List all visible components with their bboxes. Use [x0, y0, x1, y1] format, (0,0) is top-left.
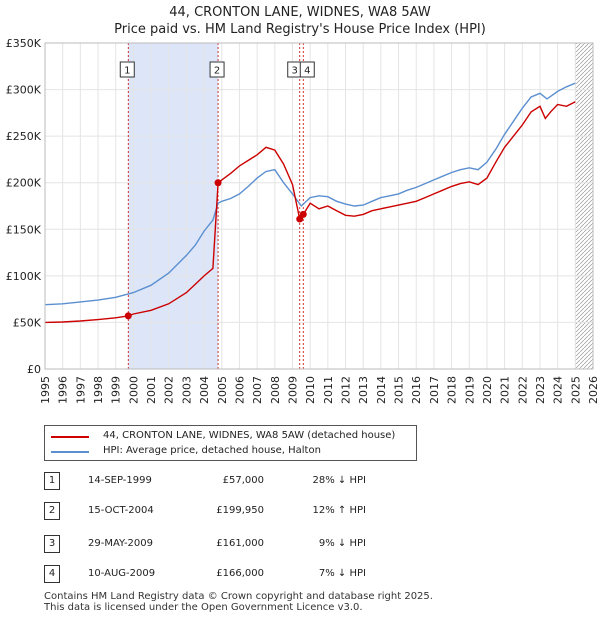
y-tick-label: £350K	[6, 37, 42, 50]
x-tick-label: 2010	[304, 376, 317, 404]
sale-row: 4 10-AUG-2009 £166,000 7% ↓ HPI	[44, 565, 464, 583]
x-tick-label: 2007	[251, 376, 264, 404]
x-tick-label: 2013	[357, 376, 370, 404]
plot-area	[45, 43, 593, 369]
chart-title: 44, CRONTON LANE, WIDNES, WA8 5AW	[169, 5, 431, 20]
x-tick-label: 2023	[534, 376, 547, 404]
x-tick-label: 2025	[569, 376, 582, 404]
y-tick-label: £250K	[6, 130, 42, 143]
y-tick-label: £200K	[6, 177, 42, 190]
chart-subtitle: Price paid vs. HM Land Registry's House …	[114, 22, 486, 37]
x-tick-label: 2011	[322, 376, 335, 404]
x-tick-label: 1995	[39, 376, 52, 404]
sale-point	[299, 210, 307, 218]
x-tick-label: 2000	[127, 376, 140, 404]
legend-swatch-hpi	[51, 451, 89, 453]
sale-price: £199,950	[216, 505, 264, 516]
shaded-range	[128, 43, 219, 369]
sale-marker-label: 1	[44, 472, 60, 490]
sale-marker-label: 4	[44, 565, 60, 583]
y-tick-label: £300K	[6, 84, 42, 97]
y-tick-label: £50K	[13, 316, 42, 329]
x-tick-label: 2021	[499, 376, 512, 404]
x-tick-label: 2019	[463, 376, 476, 404]
sale-point	[124, 312, 132, 320]
x-tick-label: 2016	[410, 376, 423, 404]
x-tick-label: 2006	[233, 376, 246, 404]
x-tick-label: 2012	[340, 376, 353, 404]
sale-price: £166,000	[216, 568, 264, 579]
x-tick-label: 2015	[393, 376, 406, 404]
forecast-hatch	[575, 43, 593, 369]
sale-hpi-diff: 9% ↓ HPI	[318, 538, 366, 549]
x-tick-label: 1997	[74, 376, 87, 404]
legend-label-property: 44, CRONTON LANE, WIDNES, WA8 5AW (detac…	[103, 430, 396, 441]
sale-date: 29-MAY-2009	[88, 538, 154, 549]
chart-legend: 44, CRONTON LANE, WIDNES, WA8 5AW (detac…	[44, 425, 417, 461]
x-tick-label: 1998	[92, 376, 105, 404]
x-tick-label: 2008	[269, 376, 282, 404]
series-line-hpi	[44, 82, 576, 306]
attribution-line-2: This data is licensed under the Open Gov…	[44, 602, 363, 613]
y-tick-label: £150K	[6, 223, 42, 236]
sale-date: 14-SEP-1999	[88, 475, 152, 486]
sale-row: 1 14-SEP-1999 £57,000 28% ↓ HPI	[44, 472, 464, 490]
sale-hpi-diff: 12% ↑ HPI	[312, 505, 366, 516]
legend-swatch-property	[51, 436, 89, 438]
series-line-property	[44, 101, 576, 324]
sale-date: 10-AUG-2009	[88, 568, 156, 579]
sale-row: 3 29-MAY-2009 £161,000 9% ↓ HPI	[44, 535, 464, 553]
sale-marker-label: 3	[44, 535, 60, 553]
x-tick-label: 2022	[516, 376, 529, 404]
x-tick-label: 2005	[216, 376, 229, 404]
x-tick-label: 1996	[57, 376, 70, 404]
x-tick-label: 2001	[145, 376, 158, 404]
price-chart: 1 2 3 4 £0 £50K £100K £150K £200K £250K £300K £350K…	[6, 37, 600, 404]
x-tick-label: 1999	[110, 376, 123, 404]
x-tick-label: 2026	[587, 376, 600, 404]
x-tick-label: 2024	[552, 376, 565, 404]
legend-label-hpi: HPI: Average price, detached house, Halt…	[103, 445, 321, 456]
sale-price: £57,000	[222, 475, 264, 486]
plot-border	[44, 42, 594, 370]
sale-date: 15-OCT-2004	[88, 505, 154, 516]
sale-point	[214, 179, 222, 187]
chart-title-block: 44, CRONTON LANE, WIDNES, WA8 5AW Price …	[0, 4, 600, 38]
x-tick-label: 2014	[375, 376, 388, 404]
x-tick-label: 2017	[428, 376, 441, 404]
sale-price: £161,000	[216, 538, 264, 549]
x-tick-label: 2003	[180, 376, 193, 404]
sale-label-box	[299, 61, 315, 78]
attribution: Contains HM Land Registry data © Crown c…	[44, 591, 433, 613]
x-tick-label: 2020	[481, 376, 494, 404]
sale-label: 4	[304, 66, 310, 77]
sale-label: 1	[124, 66, 130, 77]
attribution-line-1: Contains HM Land Registry data © Crown c…	[44, 591, 433, 602]
sale-label: 3	[292, 66, 298, 77]
y-tick-label: £100K	[6, 270, 42, 283]
x-tick-label: 2004	[198, 376, 211, 404]
sale-label-box	[119, 61, 135, 78]
x-tick-label: 2009	[286, 376, 299, 404]
sale-label: 2	[214, 66, 220, 77]
sale-hpi-diff: 7% ↓ HPI	[318, 568, 366, 579]
y-tick-label: £0	[27, 363, 41, 376]
x-tick-label: 2018	[446, 376, 459, 404]
x-tick-label: 2002	[163, 376, 176, 404]
sale-label-box	[209, 61, 225, 78]
sale-marker-label: 2	[44, 502, 60, 520]
sale-row: 2 15-OCT-2004 £199,950 12% ↑ HPI	[44, 502, 464, 520]
sale-hpi-diff: 28% ↓ HPI	[312, 475, 366, 486]
